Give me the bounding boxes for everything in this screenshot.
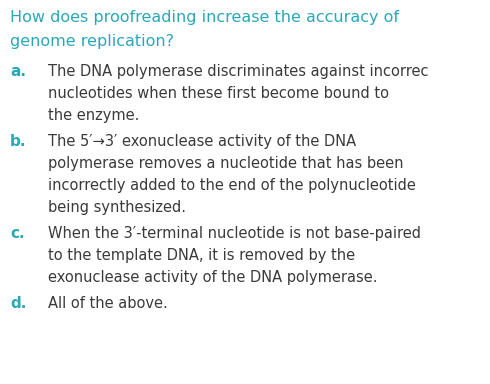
Text: c.: c. (10, 226, 24, 241)
Text: b.: b. (10, 134, 26, 149)
Text: exonuclease activity of the DNA polymerase.: exonuclease activity of the DNA polymera… (48, 270, 377, 285)
Text: genome replication?: genome replication? (10, 34, 174, 49)
Text: to the template DNA, it is removed by the: to the template DNA, it is removed by th… (48, 248, 355, 263)
Text: The 5′→3′ exonuclease activity of the DNA: The 5′→3′ exonuclease activity of the DN… (48, 134, 356, 149)
Text: d.: d. (10, 296, 26, 311)
Text: The DNA polymerase discriminates against incorrec: The DNA polymerase discriminates against… (48, 64, 428, 79)
Text: How does proofreading increase the accuracy of: How does proofreading increase the accur… (10, 10, 399, 25)
Text: incorrectly added to the end of the polynucleotide: incorrectly added to the end of the poly… (48, 178, 416, 193)
Text: being synthesized.: being synthesized. (48, 200, 186, 215)
Text: nucleotides when these first become bound to: nucleotides when these first become boun… (48, 86, 389, 101)
Text: When the 3′-terminal nucleotide is not base-paired: When the 3′-terminal nucleotide is not b… (48, 226, 421, 241)
Text: All of the above.: All of the above. (48, 296, 168, 311)
Text: polymerase removes a nucleotide that has been: polymerase removes a nucleotide that has… (48, 156, 403, 171)
Text: the enzyme.: the enzyme. (48, 108, 139, 123)
Text: a.: a. (10, 64, 26, 79)
